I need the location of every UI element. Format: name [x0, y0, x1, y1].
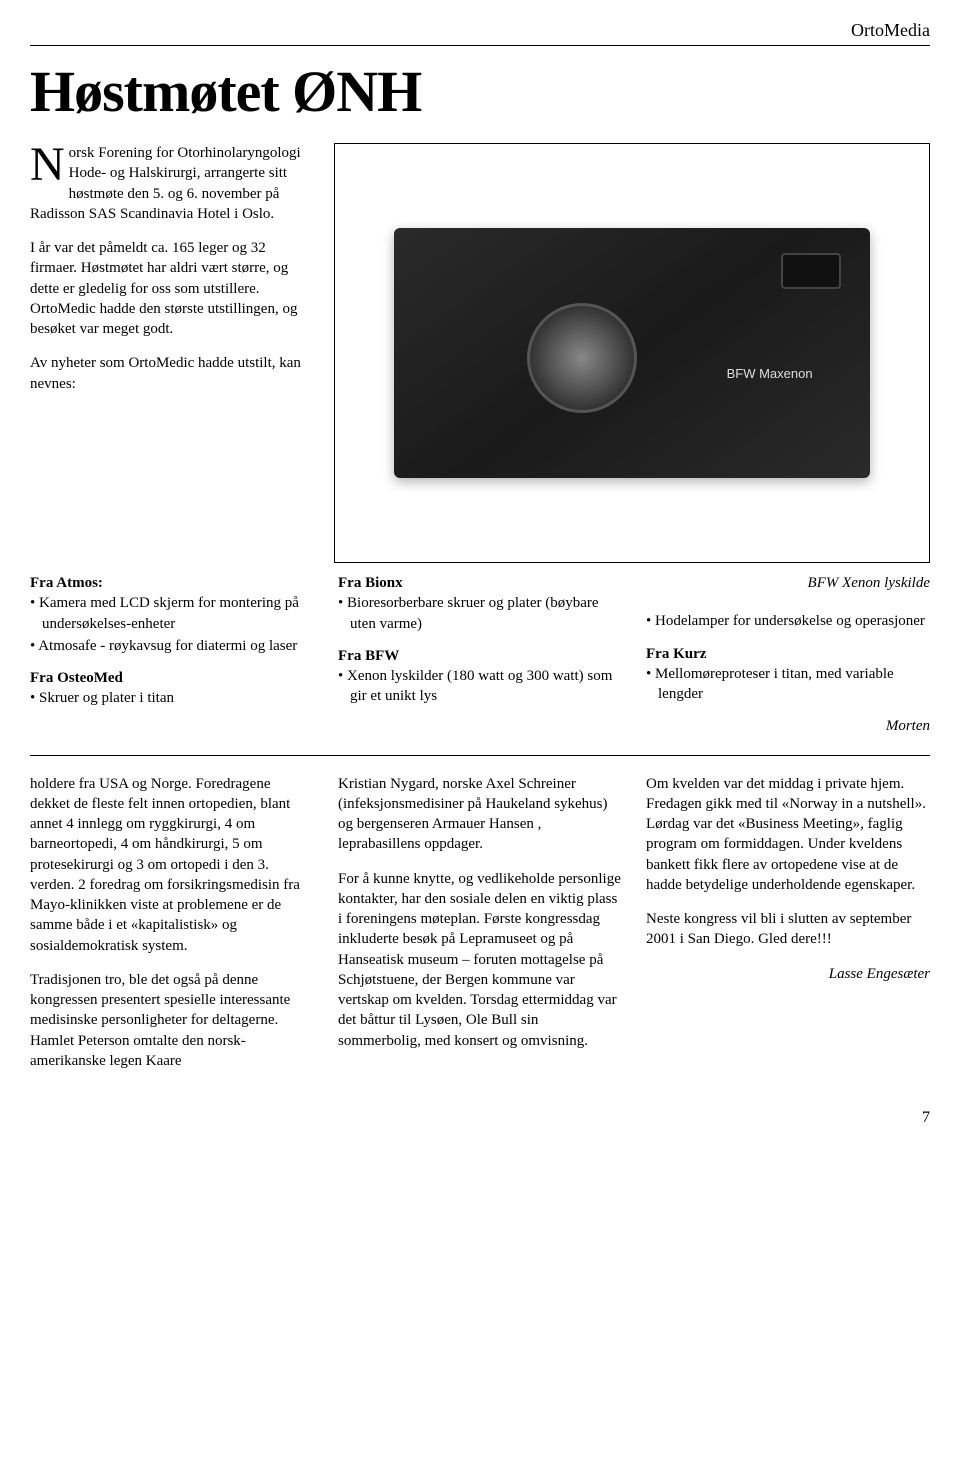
mid-col-1: Fra Atmos: Kamera med LCD skjerm for mon… — [30, 573, 314, 737]
device-placeholder: BFW Maxenon — [394, 228, 869, 479]
device-dial — [527, 303, 637, 413]
mid1-b3: Skruer og plater i titan — [30, 688, 314, 708]
lower-section: holdere fra USA og Norge. Foredragene de… — [30, 774, 930, 1086]
lower3-p2: Neste kongress vil bli i slutten av sept… — [646, 909, 930, 950]
intro-p1: Norsk Forening for Otorhinolaryngologi H… — [30, 143, 310, 224]
intro-column: Norsk Forening for Otorhinolaryngologi H… — [30, 143, 310, 563]
mid2-b2: Xenon lyskilder (180 watt og 300 watt) s… — [338, 666, 622, 707]
dropcap: N — [30, 143, 69, 186]
mid-col-2: Fra Bionx Bioresorberbare skruer og plat… — [338, 573, 622, 737]
mid1-h1: Fra Atmos: — [30, 575, 103, 591]
mid1-b1: Kamera med LCD skjerm for montering på u… — [30, 593, 314, 634]
lower-col-1: holdere fra USA og Norge. Foredragene de… — [30, 774, 314, 1086]
intro-p1-text: orsk Forening for Otorhinolaryngologi Ho… — [30, 145, 301, 222]
mid1-b2: Atmosafe - røykavsug for diatermi og las… — [30, 636, 314, 656]
mid2-h1: Fra Bionx — [338, 575, 403, 591]
image-caption: BFW Xenon lyskilde — [646, 573, 930, 593]
intro-p3: Av nyheter som OrtoMedic hadde utstilt, … — [30, 353, 310, 394]
lower2-p2: For å kunne knytte, og vedlikeholde pers… — [338, 869, 622, 1051]
lower-col-3: Om kvelden var det middag i private hjem… — [646, 774, 930, 1086]
top-section: Norsk Forening for Otorhinolaryngologi H… — [30, 143, 930, 563]
mid-col-3: BFW Xenon lyskilde Hodelamper for unders… — [646, 573, 930, 737]
lower1-p1: holdere fra USA og Norge. Foredragene de… — [30, 774, 314, 956]
mid2-h2: Fra BFW — [338, 648, 399, 664]
page-number: 7 — [30, 1109, 930, 1127]
rule-top — [30, 45, 930, 46]
page-title: Høstmøtet ØNH — [30, 58, 930, 125]
device-switch — [781, 253, 841, 289]
mid2-b1: Bioresorberbare skruer og plater (bøybar… — [338, 593, 622, 634]
mid3-b1: Hodelamper for undersøkelse og operasjon… — [646, 611, 930, 631]
mid-section: Fra Atmos: Kamera med LCD skjerm for mon… — [30, 573, 930, 737]
mid-byline: Morten — [646, 716, 930, 736]
device-label: BFW Maxenon — [727, 366, 813, 381]
lower2-p1: Kristian Nygard, norske Axel Schreiner (… — [338, 774, 622, 855]
lower1-p2: Tradisjonen tro, ble det også på denne k… — [30, 970, 314, 1071]
mid1-h2: Fra OsteoMed — [30, 670, 123, 686]
brand-header: OrtoMedia — [30, 20, 930, 41]
rule-mid — [30, 755, 930, 756]
mid3-h1: Fra Kurz — [646, 646, 706, 662]
product-image: BFW Maxenon — [334, 143, 930, 563]
lower-col-2: Kristian Nygard, norske Axel Schreiner (… — [338, 774, 622, 1086]
mid3-b2: Mellomøreproteser i titan, med variable … — [646, 664, 930, 705]
intro-p2: I år var det påmeldt ca. 165 leger og 32… — [30, 238, 310, 339]
lower3-p1: Om kvelden var det middag i private hjem… — [646, 774, 930, 896]
lower-byline: Lasse Engesæter — [646, 964, 930, 984]
